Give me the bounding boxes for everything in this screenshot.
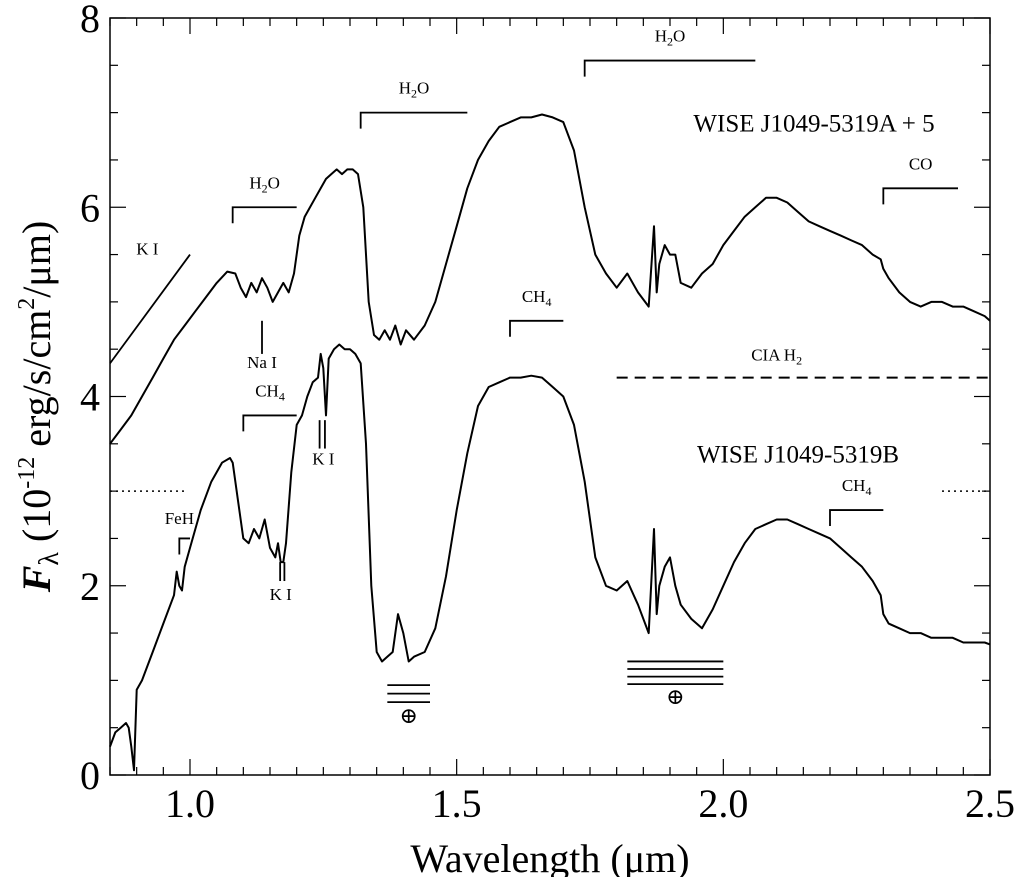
bracket-4 <box>242 414 297 432</box>
bracket-label-4: CH4 <box>255 382 285 404</box>
spectrum-line-0 <box>109 113 991 445</box>
y-tick-label: 4 <box>80 375 100 420</box>
bracket-label-3: CO <box>909 154 933 173</box>
y-tick-label: 0 <box>80 753 100 798</box>
tick-labels: 1.0 1.5 2.0 2.5 0 2 4 6 8 <box>80 0 1015 826</box>
bracket-3 <box>882 187 958 205</box>
y-axis-units: erg/s/cm <box>14 310 59 457</box>
bracket-5 <box>509 319 564 337</box>
bracket-label-7: FeH <box>165 509 194 528</box>
spectral-feature-annotations: H2O H2O H2O CO CH4 CH4 CH4 FeH K I Na I K I K I CIA … <box>109 27 990 728</box>
feature-label-1: Na I <box>247 353 277 372</box>
y-axis-symbol-sub: λ <box>34 552 65 566</box>
telluric-symbol-0: ⊕ <box>399 703 417 728</box>
bracket-label-1: H2O <box>399 79 430 101</box>
bracket-2 <box>583 59 756 77</box>
feature-label-0: K I <box>136 240 159 259</box>
y-tick-label: 2 <box>80 564 100 609</box>
ki-diagonal-line <box>109 254 191 364</box>
y-axis-title: Fλ (10-12 erg/s/cm2/μm) <box>14 221 65 594</box>
spectrum-series: WISE J1049-5319A + 5 WISE J1049-5319B <box>109 111 991 772</box>
axis-ticks <box>109 17 991 776</box>
y-axis-exp: -12 <box>14 457 40 489</box>
y-axis-open: (10 <box>14 489 59 552</box>
bracket-label-2: H2O <box>655 27 686 49</box>
feature-label-4: CIA H2 <box>751 346 802 368</box>
x-tick-label: 2.5 <box>965 781 1015 826</box>
bracket-6 <box>829 509 884 527</box>
y-tick-label: 6 <box>80 185 100 230</box>
bracket-1 <box>359 111 468 129</box>
feature-label-3: K I <box>312 450 335 469</box>
y-axis-exp2: 2 <box>14 298 40 310</box>
x-tick-label: 1.0 <box>165 781 215 826</box>
x-axis-title: Wavelength (μm) <box>410 836 689 877</box>
bracket-label-5: CH4 <box>522 287 552 309</box>
series-label-1: WISE J1049-5319B <box>697 442 899 469</box>
bracket-label-0: H2O <box>249 173 280 195</box>
bracket-7 <box>178 537 190 555</box>
y-axis-symbol: F <box>14 565 59 593</box>
spectrum-line-1 <box>109 343 991 772</box>
bracket-label-6: CH4 <box>842 476 872 498</box>
x-tick-label: 2.0 <box>698 781 748 826</box>
telluric-symbol-1: ⊕ <box>666 684 684 709</box>
series-label-0: WISE J1049-5319A + 5 <box>693 111 934 138</box>
feature-label-2: K I <box>270 585 293 604</box>
y-tick-label: 8 <box>80 0 100 41</box>
x-tick-label: 1.5 <box>432 781 482 826</box>
bracket-0 <box>231 206 297 224</box>
y-axis-close: /μm) <box>14 221 59 298</box>
